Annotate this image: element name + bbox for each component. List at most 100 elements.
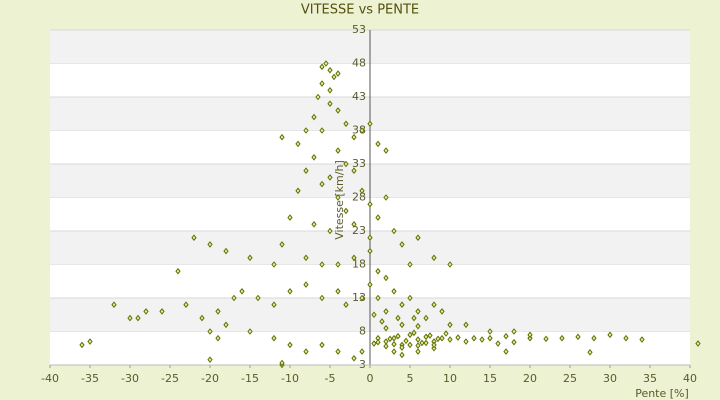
point (415, 342, 421, 349)
point (383, 147, 389, 154)
point (391, 348, 397, 355)
point (287, 341, 293, 349)
x-tick-label: 10 (443, 372, 457, 385)
point (471, 334, 477, 342)
point (247, 254, 253, 262)
y-tick-label: 43 (352, 90, 366, 103)
point (399, 351, 405, 359)
point (295, 140, 301, 148)
x-tick-label: 25 (563, 372, 577, 385)
point (463, 338, 469, 345)
point (431, 344, 437, 352)
point (415, 348, 421, 355)
point (371, 340, 377, 347)
point (383, 324, 389, 332)
point (319, 127, 325, 134)
x-tick-label: -25 (161, 372, 179, 385)
point (587, 348, 593, 356)
point (331, 73, 337, 81)
x-tick-label: -40 (41, 372, 59, 385)
point (391, 287, 397, 295)
x-tick-label: 15 (483, 372, 497, 385)
point (415, 322, 421, 330)
point (279, 241, 285, 248)
point (439, 334, 445, 342)
point (423, 333, 429, 341)
x-tick-label: 20 (523, 372, 537, 385)
point (327, 227, 333, 235)
x-tick-label: -30 (121, 372, 139, 385)
point (335, 70, 341, 77)
x-tick-label: -5 (325, 372, 336, 385)
point (559, 334, 565, 342)
point (327, 100, 333, 108)
point (487, 328, 493, 335)
x-tick-label: 35 (643, 372, 657, 385)
point (159, 308, 165, 315)
point (395, 332, 401, 340)
point (351, 254, 357, 262)
point (311, 220, 317, 228)
y-axis-label: Vitesse [km/h] (333, 160, 346, 240)
x-tick-label: 30 (603, 372, 617, 385)
point (319, 341, 325, 349)
point (407, 294, 413, 302)
point (591, 334, 597, 342)
point (527, 334, 533, 342)
point (447, 336, 453, 343)
point (423, 314, 429, 322)
point (411, 314, 417, 322)
point (199, 314, 205, 322)
point (431, 341, 437, 349)
point (207, 241, 213, 248)
point (295, 187, 301, 195)
point (359, 127, 365, 134)
point (447, 261, 453, 268)
point (191, 234, 197, 242)
point (455, 334, 461, 341)
point (399, 241, 405, 248)
point (383, 274, 389, 282)
point (323, 60, 329, 67)
point (311, 113, 317, 121)
point (479, 336, 485, 343)
point (135, 314, 141, 322)
point (511, 338, 517, 346)
point (315, 93, 321, 101)
point (335, 194, 341, 201)
point (247, 328, 253, 335)
point (379, 318, 385, 325)
point (623, 334, 629, 342)
point (335, 261, 341, 268)
point (359, 187, 365, 195)
point (391, 227, 397, 235)
point (383, 308, 389, 315)
point (207, 328, 213, 335)
point (399, 321, 405, 329)
point (407, 341, 413, 349)
point (503, 332, 509, 340)
point (387, 335, 393, 343)
point (239, 287, 245, 295)
point (319, 294, 325, 302)
point (439, 308, 445, 315)
point (87, 338, 93, 345)
point (375, 140, 381, 148)
point (303, 254, 309, 262)
point (431, 301, 437, 309)
x-tick-label: -20 (201, 372, 219, 385)
y-tick-label: 48 (352, 57, 366, 70)
point (371, 311, 377, 319)
point (383, 194, 389, 201)
point (607, 331, 613, 339)
point (415, 336, 421, 343)
point (383, 342, 389, 350)
point (335, 147, 341, 154)
point (419, 339, 425, 347)
point (375, 267, 381, 275)
point (463, 321, 469, 329)
point (391, 340, 397, 348)
point (423, 339, 429, 347)
point (395, 314, 401, 322)
point (543, 335, 549, 343)
